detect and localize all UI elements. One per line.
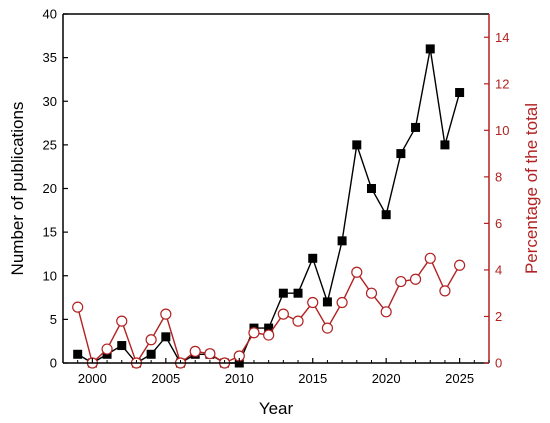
x-tick-label: 2010 bbox=[225, 371, 254, 386]
percentage-data-point bbox=[321, 322, 334, 334]
x-tick-label: 2020 bbox=[372, 371, 401, 386]
percentage-data-point bbox=[189, 345, 201, 357]
publications-data-point bbox=[411, 122, 421, 132]
percentage-data-point bbox=[351, 266, 363, 278]
x-tick-label: 2015 bbox=[298, 371, 327, 386]
y-right-tick-label: 0 bbox=[495, 356, 502, 371]
percentage-data-point bbox=[160, 308, 172, 320]
y-right-tick-label: 6 bbox=[495, 216, 502, 231]
y-left-tick-label: 0 bbox=[50, 356, 57, 371]
publications-data-point bbox=[337, 236, 347, 246]
y-left-tick-label: 25 bbox=[43, 137, 57, 152]
y-right-tick-label: 8 bbox=[495, 169, 502, 184]
percentage-data-point bbox=[145, 334, 157, 346]
y-right-tick-label: 14 bbox=[495, 30, 509, 45]
y-right-tick-label: 12 bbox=[495, 76, 509, 91]
publications-data-point bbox=[396, 149, 406, 159]
publications-data-point bbox=[322, 297, 332, 307]
percentage-data-point bbox=[263, 329, 275, 341]
publications-series-line bbox=[77, 48, 461, 364]
percentage-data-point bbox=[116, 315, 128, 327]
publications-data-point bbox=[293, 288, 303, 298]
publications-data-point bbox=[366, 184, 376, 193]
y-left-tick-label: 15 bbox=[43, 225, 57, 240]
series-layer bbox=[72, 44, 466, 369]
publications-data-point bbox=[352, 140, 362, 150]
percentage-data-point bbox=[204, 348, 216, 360]
x-tick-label: 2000 bbox=[78, 371, 107, 386]
x-tick-label: 2005 bbox=[151, 371, 180, 386]
y-right-tick-label: 4 bbox=[495, 262, 502, 277]
percentage-data-point bbox=[336, 296, 348, 309]
percentage-data-point bbox=[454, 259, 466, 271]
publications-data-point bbox=[146, 349, 156, 359]
publications-data-point bbox=[425, 44, 435, 54]
publications-data-point bbox=[455, 88, 465, 98]
publications-data-point bbox=[161, 332, 171, 342]
percentage-data-point bbox=[380, 306, 392, 318]
percentage-data-point bbox=[424, 252, 436, 264]
x-axis-label: Year bbox=[259, 399, 294, 418]
publications-data-point bbox=[440, 140, 450, 150]
y-left-tick-label: 30 bbox=[43, 94, 57, 109]
percentage-data-point bbox=[409, 273, 422, 285]
axes-layer: 2000 2005 2010 2015 2020 20250510152025303540… bbox=[43, 7, 510, 387]
percentage-data-point bbox=[292, 315, 304, 327]
y-left-tick-label: 10 bbox=[43, 268, 57, 283]
percentage-data-point bbox=[101, 343, 113, 355]
y-right-tick-label: 10 bbox=[495, 123, 509, 138]
publications-data-point bbox=[381, 210, 391, 220]
percentage-data-point bbox=[365, 287, 378, 299]
percentage-data-point bbox=[307, 296, 319, 309]
publications-data-point bbox=[308, 253, 318, 263]
y-right-tick-label: 2 bbox=[495, 309, 502, 324]
percentage-data-point bbox=[439, 285, 451, 297]
percentage-data-point bbox=[248, 327, 260, 339]
x-tick-label: 2025 bbox=[445, 371, 474, 386]
y-left-tick-label: 35 bbox=[43, 50, 57, 65]
y-axis-right-label: Percentage of the total bbox=[522, 103, 541, 274]
percentage-data-point bbox=[277, 308, 289, 320]
y-axis-left-label: Number of publications bbox=[8, 102, 27, 276]
publications-data-point bbox=[117, 341, 127, 351]
percentage-data-point bbox=[72, 301, 84, 313]
percentage-data-point bbox=[395, 275, 407, 288]
y-left-tick-label: 5 bbox=[50, 312, 57, 327]
percentage-series-line bbox=[77, 256, 461, 365]
publications-data-point bbox=[73, 349, 83, 359]
y-left-tick-label: 40 bbox=[43, 7, 57, 22]
publications-data-point bbox=[264, 323, 274, 333]
publications-data-point bbox=[278, 288, 288, 298]
y-left-tick-label: 20 bbox=[43, 181, 57, 196]
